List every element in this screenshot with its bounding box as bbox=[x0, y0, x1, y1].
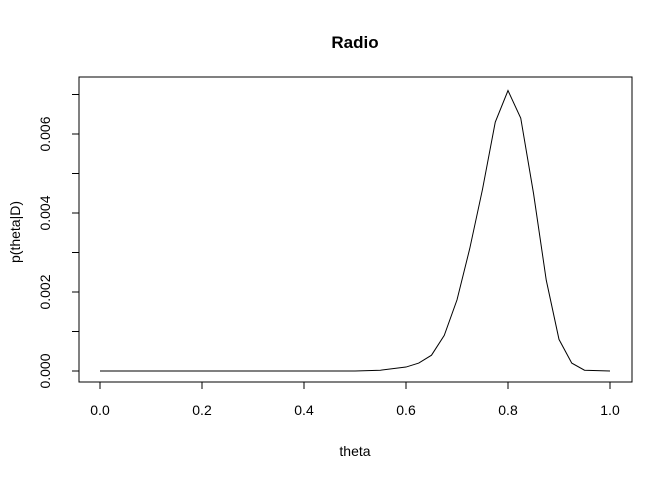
y-axis: 0.000 0.002 0.004 0.006 bbox=[37, 94, 80, 389]
x-tick-label: 0.6 bbox=[396, 402, 416, 418]
y-tick-label: 0.006 bbox=[37, 116, 53, 151]
x-tick-label: 0.0 bbox=[90, 402, 110, 418]
plot-frame bbox=[78, 76, 633, 383]
chart-title: Radio bbox=[331, 33, 378, 52]
x-tick-label: 0.8 bbox=[498, 402, 518, 418]
x-axis-label: theta bbox=[339, 443, 370, 459]
x-axis: 0.0 0.2 0.4 0.6 0.8 1.0 bbox=[90, 381, 620, 418]
series-line bbox=[100, 89, 611, 372]
x-tick-label: 0.4 bbox=[294, 402, 314, 418]
x-tick-label: 1.0 bbox=[600, 402, 620, 418]
y-tick-label: 0.004 bbox=[37, 195, 53, 230]
y-axis-label: p(theta|D) bbox=[7, 201, 23, 263]
y-tick-label: 0.000 bbox=[37, 353, 53, 388]
x-tick-label: 0.2 bbox=[192, 402, 212, 418]
y-tick-label: 0.002 bbox=[37, 274, 53, 309]
